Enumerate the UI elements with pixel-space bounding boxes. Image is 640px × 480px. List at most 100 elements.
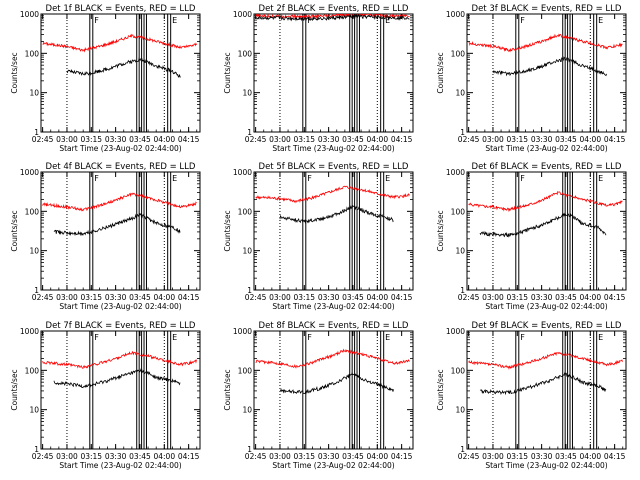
panel-det-3: Det 3f BLACK = Events, RED = LLD 1 10 100 10… [436, 4, 627, 153]
plot-frame [40, 171, 201, 291]
x-tick-label: 02:45 [245, 135, 267, 144]
x-tick-label: 04:15 [178, 452, 200, 461]
x-axis-label: Start Time (23-Aug-02 02:44:00) [272, 302, 394, 311]
plot-frame [253, 330, 414, 450]
plot-frame [40, 13, 201, 133]
x-tick-label: 04:00 [153, 452, 175, 461]
x-tick-label: 03:30 [318, 293, 340, 302]
y-tick-label: 100 [25, 207, 40, 216]
x-tick-label: 03:00 [269, 293, 291, 302]
y-tick-label: 100 [25, 49, 40, 58]
lld-series-line [468, 190, 623, 213]
panel-det-7: Det 7f BLACK = Events, RED = LLD 1 10 100 10… [10, 321, 201, 470]
y-tick-label: 100 [238, 366, 253, 375]
panel-det-8: Det 8f BLACK = Events, RED = LLD 1 10 100 10… [223, 321, 414, 470]
y-tick-label: 10 [29, 247, 39, 256]
x-axis-label: Start Time (23-Aug-02 02:44:00) [59, 302, 181, 311]
x-tick-label: 04:15 [604, 293, 626, 302]
events-series-line [255, 14, 410, 22]
x-tick-label: 03:30 [531, 135, 553, 144]
x-tick-label: 04:15 [391, 135, 413, 144]
events-series-line [53, 368, 181, 389]
events-series-line [492, 56, 607, 77]
x-tick-label: 03:15 [293, 452, 315, 461]
x-tick-label: 03:00 [269, 452, 291, 461]
end-marker-label: E [598, 174, 603, 183]
y-axis-label: Counts/sec [436, 52, 445, 93]
x-tick-label: 03:30 [318, 452, 340, 461]
flare-marker-label: F [94, 174, 99, 183]
y-tick-label: 100 [25, 366, 40, 375]
x-tick-label: 03:15 [506, 293, 528, 302]
x-tick-label: 04:00 [366, 293, 388, 302]
y-axis-label: Counts/sec [10, 369, 19, 410]
end-marker-label: E [172, 16, 177, 25]
events-series-line [279, 204, 394, 225]
flare-marker-label: F [520, 333, 525, 342]
y-tick-label: 1000 [233, 10, 252, 19]
x-tick-label: 03:45 [555, 135, 577, 144]
panel-title: Det 4f BLACK = Events, RED = LLD [46, 162, 196, 172]
y-tick-label: 1 [34, 445, 39, 454]
x-tick-label: 04:15 [391, 452, 413, 461]
end-marker-label: E [172, 174, 177, 183]
panel-title: Det 7f BLACK = Events, RED = LLD [46, 321, 196, 331]
x-tick-label: 03:00 [482, 135, 504, 144]
y-tick-label: 1000 [20, 168, 39, 177]
flare-marker-label: F [307, 16, 312, 25]
x-tick-label: 03:15 [80, 135, 102, 144]
x-tick-label: 02:45 [458, 452, 480, 461]
y-tick-label: 100 [238, 207, 253, 216]
panel-det-5: Det 5f BLACK = Events, RED = LLD 1 10 100 10… [223, 162, 414, 311]
x-axis-label: Start Time (23-Aug-02 02:44:00) [272, 144, 394, 153]
y-tick-label: 100 [451, 49, 466, 58]
x-axis-label: Start Time (23-Aug-02 02:44:00) [485, 144, 607, 153]
y-tick-label: 100 [451, 207, 466, 216]
x-tick-label: 04:00 [579, 293, 601, 302]
x-tick-label: 03:45 [129, 135, 151, 144]
plot-frame [253, 13, 414, 133]
x-tick-label: 02:45 [458, 293, 480, 302]
y-tick-label: 1 [247, 128, 252, 137]
x-tick-label: 04:00 [153, 135, 175, 144]
plot-frame [466, 330, 627, 450]
events-series-line [479, 372, 607, 396]
events-series-line [66, 57, 181, 78]
plot-frame [466, 171, 627, 291]
y-tick-label: 10 [29, 406, 39, 415]
y-tick-label: 1000 [446, 168, 465, 177]
y-tick-label: 1000 [20, 327, 39, 336]
y-axis-label: Counts/sec [223, 210, 232, 251]
x-tick-label: 03:45 [342, 293, 364, 302]
x-tick-label: 03:00 [269, 135, 291, 144]
x-tick-label: 03:15 [80, 293, 102, 302]
events-series-line [53, 213, 181, 237]
y-axis-label: Counts/sec [10, 52, 19, 93]
x-tick-label: 04:15 [604, 452, 626, 461]
panel-det-2: Det 2f BLACK = Events, RED = LLD 1 10 100 10… [223, 4, 414, 153]
x-tick-label: 03:45 [555, 452, 577, 461]
flare-marker-label: F [94, 16, 99, 25]
x-tick-label: 03:45 [342, 135, 364, 144]
flare-marker-label: F [520, 174, 525, 183]
x-tick-label: 03:00 [482, 452, 504, 461]
y-tick-label: 1000 [20, 10, 39, 19]
lld-series-line [42, 33, 197, 53]
x-axis-label: Start Time (23-Aug-02 02:44:00) [485, 302, 607, 311]
y-tick-label: 1 [247, 445, 252, 454]
end-marker-label: E [598, 16, 603, 25]
x-tick-label: 03:30 [105, 135, 127, 144]
y-tick-label: 1000 [446, 10, 465, 19]
x-tick-label: 03:30 [531, 293, 553, 302]
lld-series-line [255, 185, 410, 204]
y-tick-label: 10 [242, 406, 252, 415]
x-tick-label: 04:15 [178, 293, 200, 302]
x-tick-label: 03:15 [293, 293, 315, 302]
x-tick-label: 04:15 [178, 135, 200, 144]
x-axis-label: Start Time (23-Aug-02 02:44:00) [59, 144, 181, 153]
lld-series-line [255, 348, 410, 369]
lld-series-line [468, 33, 623, 53]
flare-marker-label: F [520, 16, 525, 25]
events-series-line [279, 371, 394, 395]
x-tick-label: 04:15 [391, 293, 413, 302]
